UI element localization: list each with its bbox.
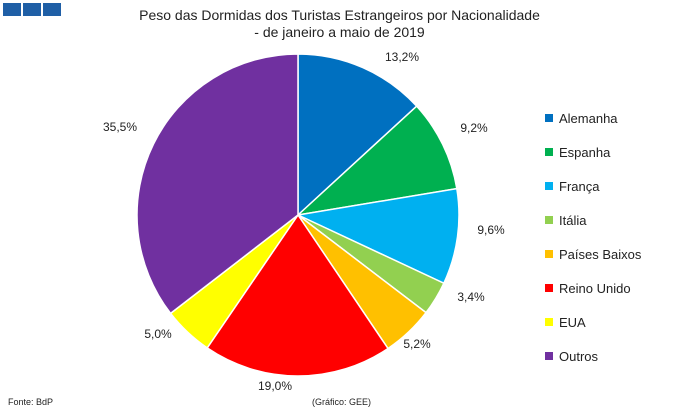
legend-swatch (545, 284, 553, 292)
logo-block (23, 3, 41, 16)
legend-swatch (545, 182, 553, 190)
pie-slice-outros (136, 53, 299, 315)
pie-slice-alemanha (297, 53, 418, 217)
data-label: 5,2% (403, 337, 431, 351)
data-label: 19,0% (258, 379, 292, 393)
credit-note: (Gráfico: GEE) (312, 397, 372, 407)
chart-title: Peso das Dormidas dos Turistas Estrangei… (139, 7, 540, 23)
legend-item: Itália (545, 203, 641, 237)
data-label: 3,4% (457, 290, 485, 304)
source-note: Fonte: BdP (8, 397, 54, 407)
legend-swatch (545, 114, 553, 122)
legend-label: Itália (559, 212, 587, 228)
data-label: 5,0% (144, 327, 172, 341)
legend-item: Países Baixos (545, 237, 641, 271)
legend-item: França (545, 169, 641, 203)
legend-item: Alemanha (545, 101, 641, 135)
legend-label: Reino Unido (559, 280, 631, 296)
logo-block (3, 3, 21, 16)
legend-swatch (545, 318, 553, 326)
data-label: 9,6% (477, 223, 505, 237)
pie-slice-espanha (295, 105, 458, 217)
brand-logo (3, 3, 61, 16)
legend-swatch (545, 352, 553, 360)
legend-label: Países Baixos (559, 246, 642, 262)
chart-legend: Alemanha Espanha França Itália Países Baixos… (545, 101, 641, 373)
legend-item: Espanha (545, 135, 641, 169)
data-label: 9,2% (460, 121, 488, 135)
legend-label: EUA (559, 314, 586, 330)
pie-slice-reino-unido (206, 213, 390, 377)
pie-slice-frança (295, 187, 460, 285)
legend-item: Outros (545, 339, 641, 373)
legend-swatch (545, 250, 553, 258)
chart-subtitle: - de janeiro a maio de 2019 (254, 24, 425, 40)
chart-title-block: Peso das Dormidas dos Turistas Estrangei… (0, 7, 679, 41)
legend-label: Alemanha (559, 110, 618, 126)
logo-block (43, 3, 61, 16)
legend-label: Espanha (559, 144, 611, 160)
legend-label: França (559, 178, 600, 194)
legend-swatch (545, 148, 553, 156)
legend-item: EUA (545, 305, 641, 339)
data-label: 35,5% (103, 120, 137, 134)
data-label: 13,2% (385, 50, 419, 64)
legend-item: Reino Unido (545, 271, 641, 305)
legend-swatch (545, 216, 553, 224)
legend-label: Outros (559, 348, 599, 364)
